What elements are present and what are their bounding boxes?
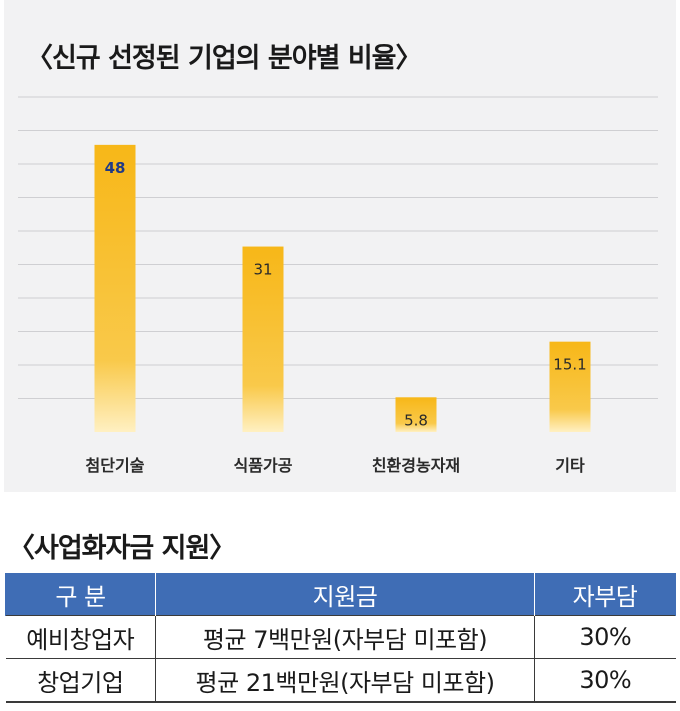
- chart-panel: 48 첨단기술 31 식품가공 5.8 친환경농자재 15.1 기타 〈신규 선정된 기업의 …: [4, 0, 676, 492]
- header-category: 구 분: [5, 573, 156, 616]
- bar-4: [549, 341, 591, 432]
- bar-1: [94, 144, 136, 432]
- data-label-3: 5.8: [404, 411, 428, 429]
- chart-title: 〈신규 선정된 기업의 분야별 비율〉: [26, 43, 423, 74]
- bar-2: [242, 246, 284, 432]
- data-label-1: 48: [105, 159, 126, 177]
- funding-table: 구 분 지원금 자부담 예비창업자 평균 7백만원(자부담 미포함) 30% 창…: [5, 573, 676, 703]
- category-label-2: 식품가공: [234, 456, 293, 475]
- section-title-funding: 〈사업화자금 지원〉: [8, 533, 236, 564]
- table-header-row: 구 분 지원금 자부담: [5, 573, 676, 616]
- cell-support-amount: 평균 7백만원(자부담 미포함): [155, 615, 535, 659]
- cell-self-payment: 30%: [534, 615, 676, 659]
- category-label-1: 첨단기술: [86, 456, 145, 475]
- cell-category: 창업기업: [5, 658, 156, 703]
- cell-category: 예비창업자: [5, 615, 156, 659]
- header-support-amount: 지원금: [155, 573, 535, 616]
- category-label-3: 친환경농자재: [372, 456, 460, 475]
- bar-3: [395, 397, 437, 432]
- category-label-4: 기타: [555, 456, 585, 475]
- bar-chart: 48 첨단기술 31 식품가공 5.8 친환경농자재 15.1 기타: [18, 96, 658, 475]
- data-label-4: 15.1: [553, 356, 586, 374]
- table-row: 창업기업 평균 21백만원(자부담 미포함) 30%: [5, 658, 676, 703]
- data-label-2: 31: [253, 261, 272, 279]
- table-row: 예비창업자 평균 7백만원(자부담 미포함) 30%: [5, 615, 676, 659]
- cell-support-amount: 평균 21백만원(자부담 미포함): [155, 658, 535, 703]
- cell-self-payment: 30%: [534, 658, 676, 703]
- header-self-payment: 자부담: [534, 573, 676, 616]
